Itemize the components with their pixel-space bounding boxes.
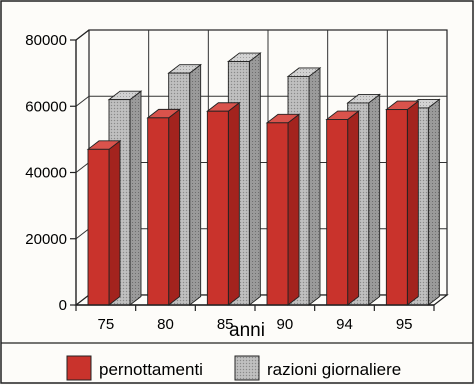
bar-pernottamenti-75-front [87,148,110,306]
legend-label-pernottamenti: pernottamenti [99,360,203,379]
x-tick-label: 75 [97,316,114,333]
bars [86,52,441,306]
y-tick-label: 40000 [25,165,67,182]
bar-pernottamenti-80-side [168,108,181,306]
y-tick-label: 20000 [25,231,67,248]
bar-pernottamenti-75 [86,139,122,306]
side-gridline [75,162,90,173]
bar-razioni-95-side [427,98,440,306]
bar-pernottamenti-85 [206,101,241,306]
bar-pernottamenti-95-side [406,100,419,306]
bar-pernottamenti-94-front [326,119,349,306]
x-axis: 75 80 85 90 94 95 [75,304,435,333]
legend: pernottamenti razioni giornaliere [66,355,401,381]
legend-swatch-pernottamenti [66,355,92,381]
bar-pernottamenti-80-front [147,117,170,306]
bar-pernottamenti-95-front [385,109,408,306]
bar-pernottamenti-90-front [266,122,289,306]
bar-razioni-75-side [129,90,142,306]
x-axis-title: anni [229,320,265,341]
y-tick-label: 80000 [25,32,67,49]
x-tick-label: 94 [336,316,353,333]
y-tick-label: 60000 [25,98,67,115]
x-tick-label: 80 [157,316,174,333]
legend-label-razioni-giornaliere: razioni giornaliere [267,360,401,379]
bar-pernottamenti-95 [385,100,420,306]
bar-pernottamenti-85-front [206,110,229,306]
bar-pernottamenti-94-side [347,110,360,306]
bar-pernottamenti-85-side [227,101,240,306]
legend-swatch-razioni-giornaliere [234,355,260,381]
side-gridline [75,228,90,240]
bar-razioni-80-side [189,63,202,306]
bar-razioni-90-side [308,67,321,306]
side-wall-top [75,29,90,41]
bar-pernottamenti-90 [265,113,301,306]
y-tick-label: 0 [59,297,67,314]
x-tick-label: 95 [396,316,413,333]
y-axis: 0 20000 40000 60000 80000 [25,32,77,314]
bar-pernottamenti-75-side [108,139,121,306]
bar-razioni-85-side [248,52,261,306]
bar-pernottamenti-90-side [287,113,300,306]
x-tick-label: 85 [217,316,234,333]
bar-razioni-94-side [368,93,381,306]
side-gridline [75,95,90,107]
bar-pernottamenti-94 [325,110,360,306]
x-tick-label: 90 [276,316,293,333]
bar-pernottamenti-80 [146,108,181,306]
